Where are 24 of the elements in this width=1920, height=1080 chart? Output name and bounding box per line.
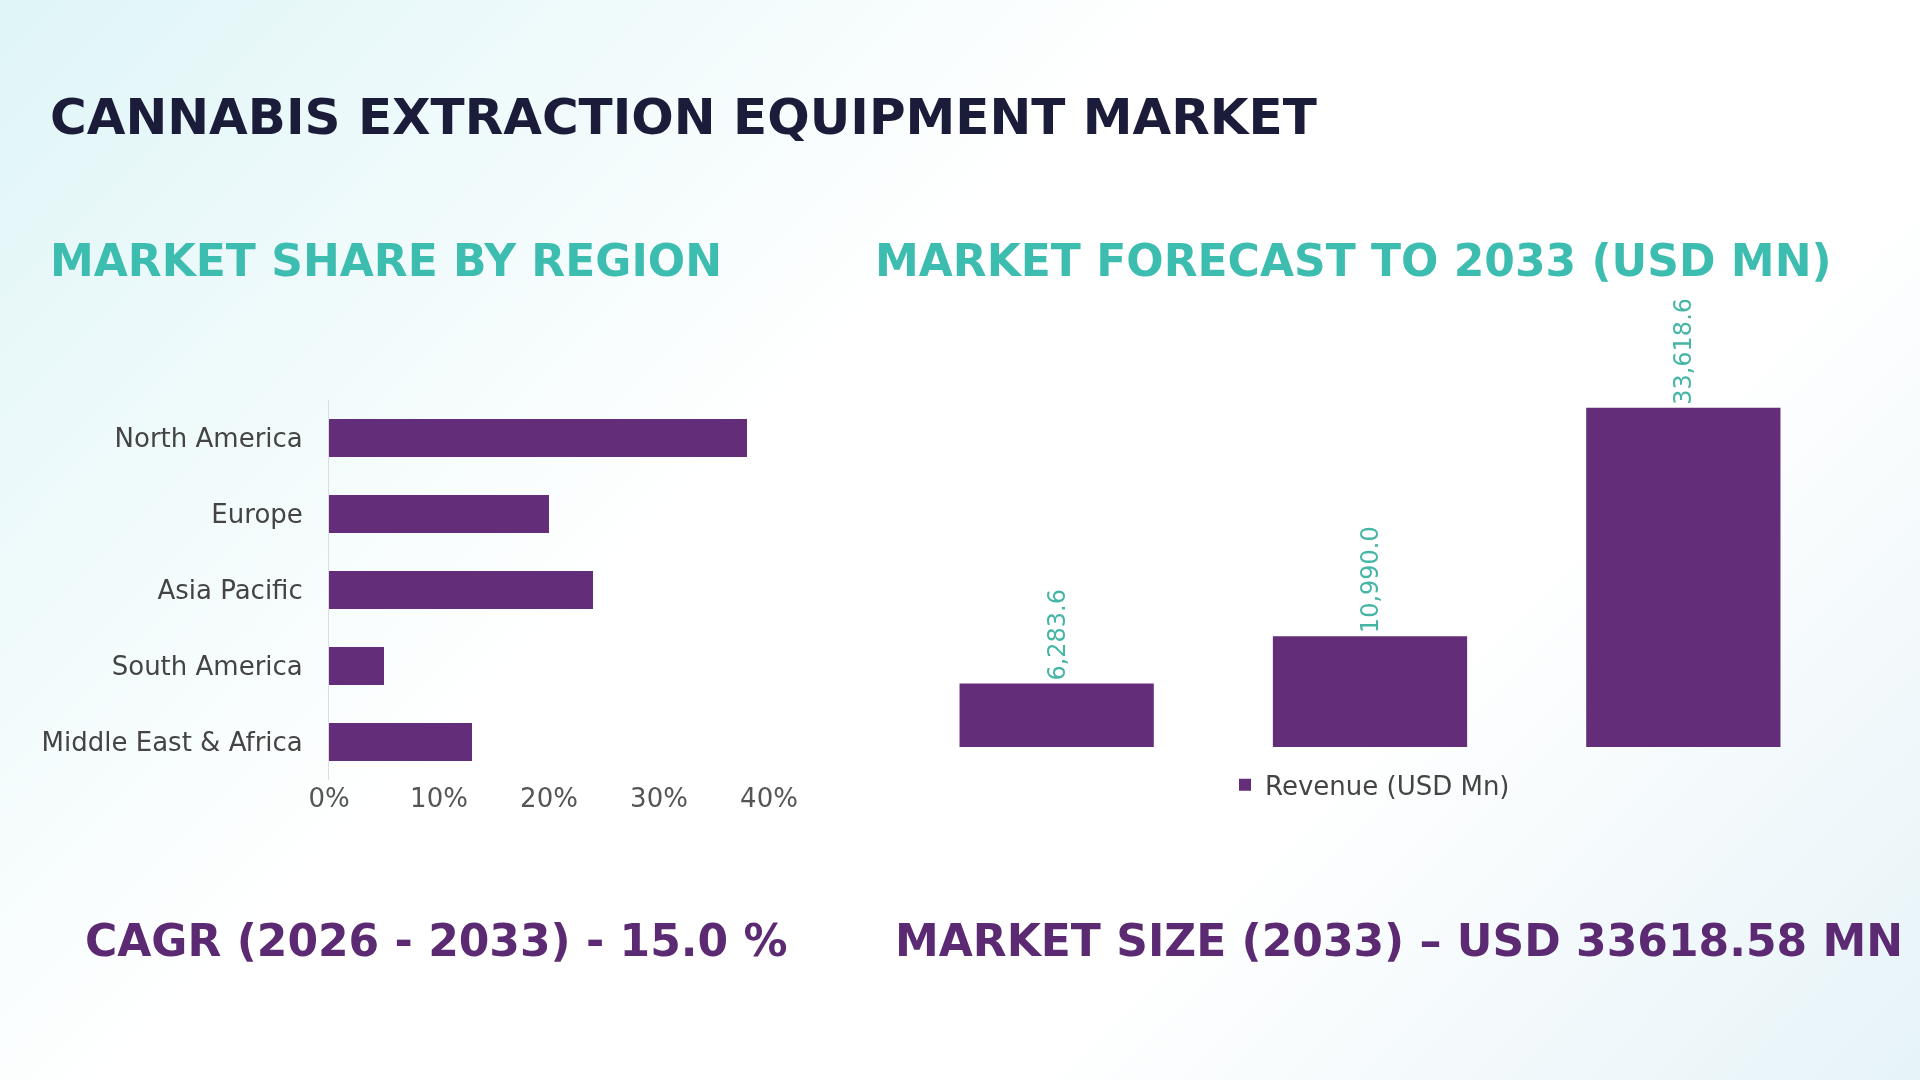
data-label: 6,283.6 bbox=[1042, 589, 1071, 681]
x-tick-label: 40% bbox=[740, 783, 798, 813]
chart-subtitle: MARKET SHARE BY REGION bbox=[50, 235, 722, 286]
data-label: 33,618.6 bbox=[1669, 297, 1698, 405]
y-tick-label: North America bbox=[114, 423, 303, 454]
legend-label: Revenue (USD Mn) bbox=[1265, 770, 1510, 801]
y-tick-label: Middle East & Africa bbox=[41, 727, 303, 758]
text: MARKET SIZE (2033) – USD 33618.58 MN bbox=[895, 915, 1904, 966]
bar bbox=[329, 495, 549, 533]
x-tick-label: 20% bbox=[520, 783, 578, 813]
y-tick-label: Europe bbox=[211, 499, 303, 530]
data-label: 10,990.0 bbox=[1356, 526, 1384, 634]
x-tick-label: 30% bbox=[630, 783, 688, 813]
text: CAGR (2026 - 2033) - 15.0 % bbox=[85, 915, 788, 966]
y-tick-label: Asia Pacific bbox=[157, 575, 303, 606]
bar bbox=[329, 419, 747, 457]
x-tick-label: 0% bbox=[308, 783, 350, 813]
chart-title: CANNABIS EXTRACTION EQUIPMENT MARKET bbox=[50, 88, 1317, 146]
chart-subtitle: MARKET FORECAST TO 2033 (USD MN) bbox=[875, 235, 1832, 286]
x-tick-label: 10% bbox=[410, 783, 468, 813]
y-tick-label: South America bbox=[111, 651, 303, 682]
bar bbox=[329, 571, 593, 609]
bar bbox=[329, 723, 472, 761]
bar bbox=[329, 647, 384, 685]
